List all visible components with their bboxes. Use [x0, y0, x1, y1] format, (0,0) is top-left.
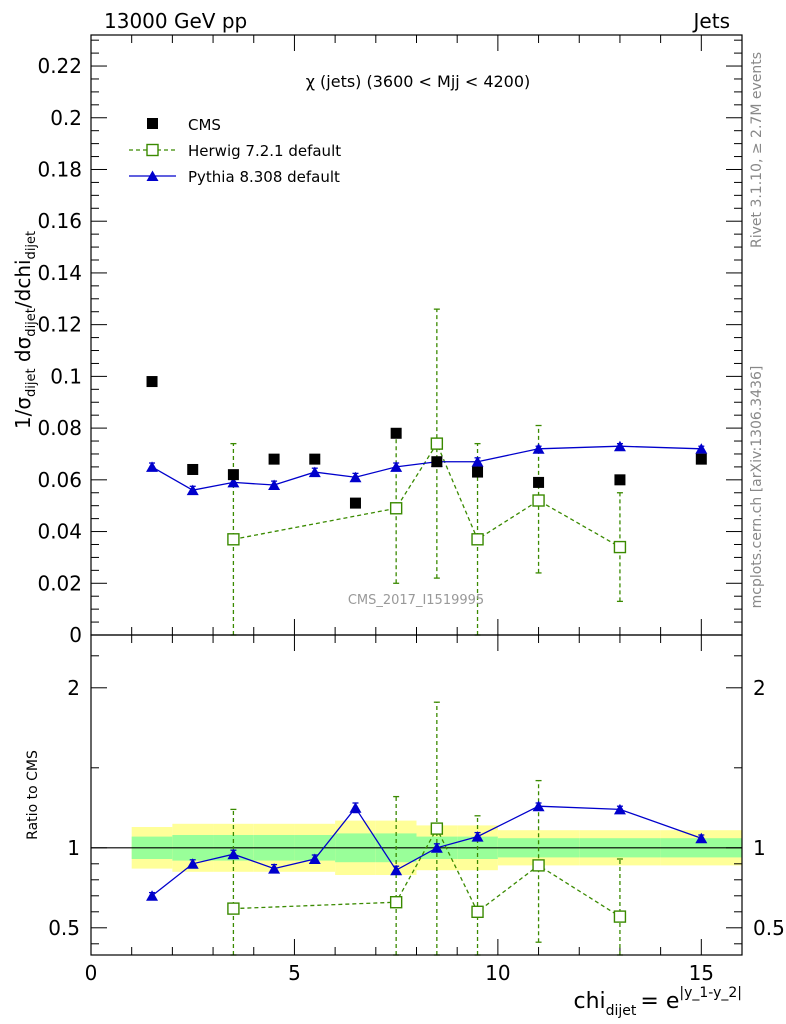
legend-label-cms: CMS	[188, 116, 221, 134]
ratio-pythia-point	[471, 831, 484, 842]
legend: CMS Herwig 7.2.1 default Pythia 8.308 de…	[129, 116, 341, 186]
legend-label-herwig: Herwig 7.2.1 default	[188, 142, 341, 160]
cms-point	[472, 466, 484, 478]
header-left: 13000 GeV pp	[104, 9, 247, 33]
herwig-point	[471, 533, 484, 546]
rivet-version-label: Rivet 3.1.10, ≥ 2.7M events	[749, 52, 765, 248]
ratio-pythia-point	[390, 864, 403, 876]
ratio-pythia-point	[532, 800, 545, 812]
pythia-point	[349, 471, 362, 483]
mcplots-label: mcplots.cern.ch [arXiv:1306.3436]	[749, 366, 765, 609]
ratio-pythia-point	[146, 890, 159, 901]
cms-point	[227, 469, 239, 481]
herwig-point	[389, 502, 403, 515]
ratio-y-tick-label: 1	[67, 836, 80, 860]
chart-title: χ (jets) (3600 < Mjj < 4200)	[306, 72, 531, 91]
y-tick-label: 0.12	[37, 313, 82, 337]
legend-entry-cms: CMS	[147, 116, 221, 134]
cms-point	[695, 453, 707, 465]
herwig-point	[613, 540, 627, 554]
ratio-herwig-point	[430, 822, 444, 835]
y-tick-label: 0.04	[37, 520, 82, 544]
pythia-point	[227, 476, 240, 488]
cms-point	[431, 456, 443, 468]
analysis-watermark: CMS_2017_I1519995	[348, 593, 484, 608]
data-series	[146, 308, 708, 956]
legend-marker-herwig	[146, 143, 159, 157]
y-tick-label: 0.18	[37, 157, 82, 181]
x-tick-label: 5	[288, 961, 301, 985]
cms-point	[146, 376, 158, 388]
pythia-line	[151, 445, 702, 491]
herwig-point	[227, 533, 240, 546]
ratio-y-tick-label-right: 1	[753, 836, 766, 860]
ratio-y-tick-label-right: 0.5	[753, 916, 785, 940]
herwig-point	[430, 437, 444, 450]
pythia-point	[308, 466, 321, 478]
x-tick-label: 0	[85, 961, 98, 985]
ratio-y-tick-label: 2	[67, 676, 80, 700]
ratio-herwig-point	[471, 905, 484, 918]
legend-entry-pythia: Pythia 8.308 default	[129, 168, 340, 186]
pythia-point	[695, 443, 708, 454]
herwig-point	[532, 494, 545, 507]
y-tick-label: 0.14	[37, 261, 82, 285]
pythia-point	[390, 461, 403, 472]
ratio-pythia-point	[268, 863, 281, 874]
y-tick-label: 0.1	[50, 364, 82, 388]
ratio-pythia-point	[430, 842, 443, 853]
ratio-pythia-point	[613, 803, 626, 815]
ratio-y-tick-label-right: 2	[753, 676, 766, 700]
pythia-point	[146, 461, 159, 472]
ratio-pythia-line	[151, 805, 702, 897]
ratio-pythia-point	[186, 858, 199, 869]
cms-point	[187, 463, 199, 475]
x-axis-label: chidijet = e|y_1-y_2|	[573, 985, 742, 1019]
pythia-point	[613, 440, 626, 452]
y-tick-label: 0.16	[37, 209, 82, 233]
cms-point	[614, 474, 626, 486]
ratio-herwig-point	[613, 910, 627, 923]
legend-marker-cms	[147, 118, 158, 129]
y-tick-label: 0.06	[37, 468, 82, 492]
cms-point	[533, 476, 545, 488]
x-tick-label: 10	[485, 961, 510, 985]
ratio-pythia-point	[308, 853, 321, 864]
cms-point	[268, 453, 280, 465]
ratio-y-axis-label: Ratio to CMS	[25, 750, 41, 840]
y-tick-label: 0.08	[37, 416, 82, 440]
y-tick-label: 0	[69, 623, 82, 647]
pythia-point	[471, 456, 484, 467]
ratio-pythia-point	[227, 848, 240, 860]
cms-point	[349, 497, 361, 509]
y-tick-label: 0.2	[50, 106, 82, 130]
y-tick-label: 0.22	[37, 54, 82, 78]
ratio-y-tick-label: 0.5	[48, 916, 80, 940]
pythia-point	[532, 443, 545, 454]
ratio-plot-frame	[90, 634, 743, 956]
ratio-herwig-line	[233, 827, 621, 918]
x-tick-label: 15	[689, 961, 714, 985]
pythia-point	[268, 479, 281, 490]
ratio-herwig-point	[532, 859, 545, 872]
axis-ticks: 0 5 10 15 0 0.02 0.04 0.06 0.08 0.1 0.12 0.14 0.16 0.…	[37, 35, 785, 985]
cms-point	[309, 453, 321, 465]
cms-point	[390, 427, 402, 439]
ratio-herwig-point	[227, 902, 240, 915]
ratio-pythia-point	[349, 802, 362, 813]
header-right: Jets	[692, 9, 730, 33]
ratio-pythia-point	[695, 832, 708, 844]
legend-label-pythia: Pythia 8.308 default	[188, 168, 340, 186]
y-axis-label: 1/σdijet dσdijet/dchidijet	[11, 231, 39, 429]
y-tick-label: 0.02	[37, 571, 82, 595]
legend-marker-pythia	[146, 170, 159, 181]
herwig-line	[233, 442, 621, 548]
legend-entry-herwig: Herwig 7.2.1 default	[129, 142, 341, 160]
ratio-herwig-point	[389, 896, 403, 909]
pythia-point	[186, 484, 199, 496]
